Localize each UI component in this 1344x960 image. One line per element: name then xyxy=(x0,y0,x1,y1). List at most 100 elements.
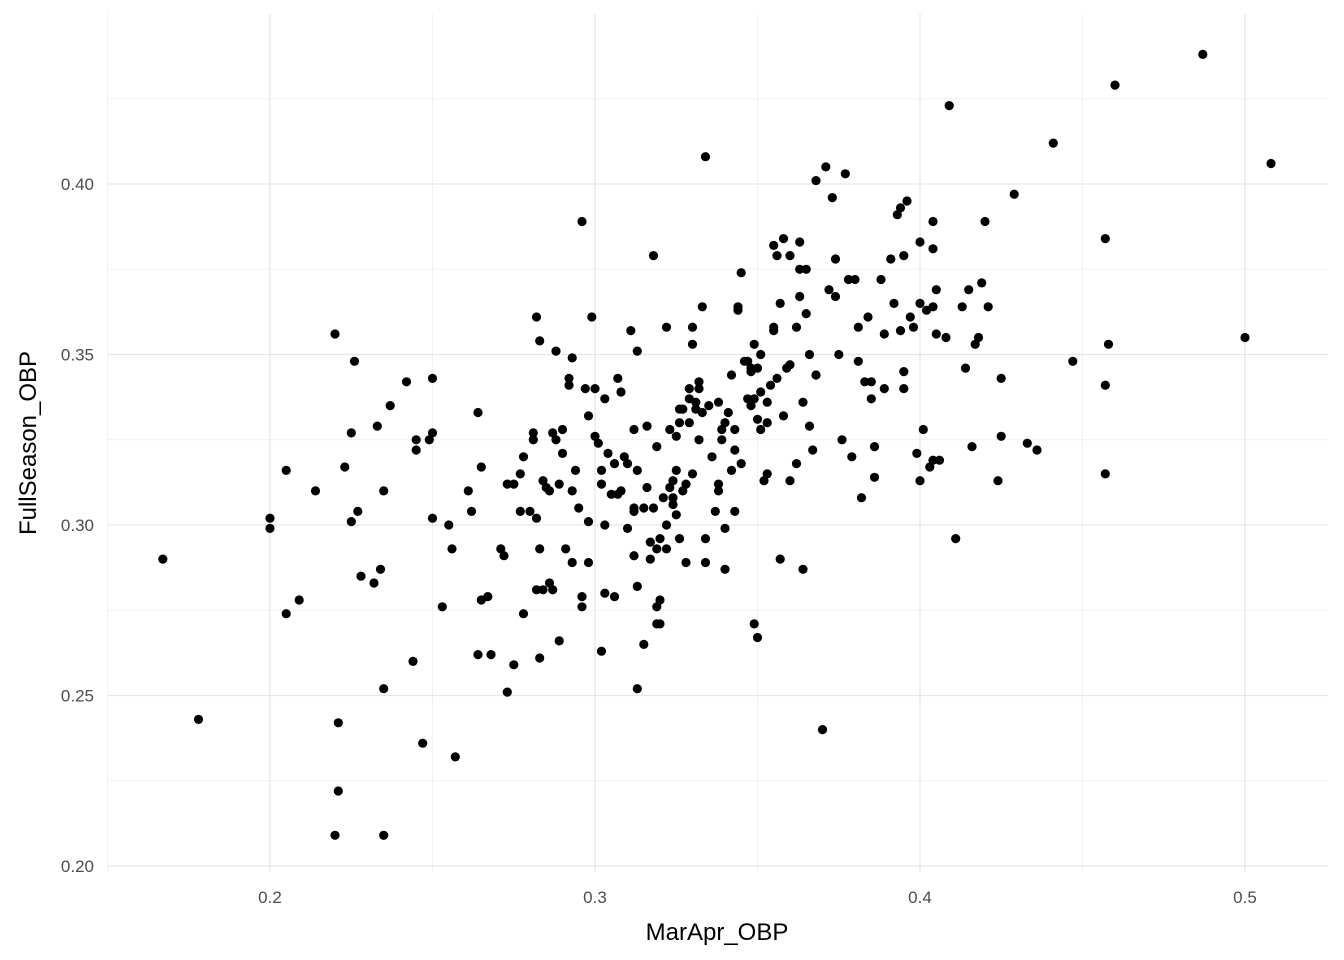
scatter-point xyxy=(1266,158,1276,169)
scatter-point xyxy=(531,312,542,322)
scatter-point xyxy=(915,476,925,486)
scatter-point xyxy=(811,176,821,186)
scatter-point xyxy=(427,373,438,383)
scatter-point xyxy=(749,619,759,629)
data-points xyxy=(158,49,1276,840)
scatter-point xyxy=(502,479,512,489)
scatter-point xyxy=(583,557,594,568)
scatter-point xyxy=(899,251,909,261)
scatter-point xyxy=(804,421,815,431)
scatter-point xyxy=(346,517,356,527)
scatter-point xyxy=(583,517,594,527)
scatter-point xyxy=(616,486,626,496)
scatter-point xyxy=(158,554,168,564)
scatter-point xyxy=(642,421,652,431)
scatter-point xyxy=(535,544,545,554)
scatter-point xyxy=(349,356,360,366)
scatter-point xyxy=(668,499,678,510)
scatter-point xyxy=(340,462,350,472)
scatter-point xyxy=(1198,49,1208,60)
scatter-point xyxy=(535,653,545,663)
x-tick-label: 0.4 xyxy=(908,888,932,907)
scatter-point xyxy=(795,264,805,274)
scatter-point xyxy=(694,377,704,387)
scatter-point xyxy=(590,384,600,394)
scatter-point xyxy=(265,523,275,534)
scatter-point xyxy=(879,384,889,394)
scatter-point xyxy=(515,469,525,479)
scatter-point xyxy=(843,274,854,285)
scatter-point xyxy=(622,523,633,534)
scatter-point xyxy=(632,581,642,592)
scatter-point xyxy=(905,312,915,322)
x-tick-label: 0.5 xyxy=(1233,888,1257,907)
scatter-point xyxy=(993,476,1003,486)
scatter-point xyxy=(652,442,662,452)
scatter-point xyxy=(752,632,763,643)
scatter-point xyxy=(310,486,321,496)
scatter-point xyxy=(652,544,662,554)
scatter-point xyxy=(567,353,577,363)
scatter-point xyxy=(1022,438,1032,448)
scatter-point xyxy=(886,254,896,264)
scatter-point xyxy=(515,506,525,516)
y-tick-labels: 0.20 0.25 0.30 0.35 0.40 xyxy=(61,175,94,876)
scatter-point xyxy=(756,349,766,360)
x-axis-title: MarApr_OBP xyxy=(646,919,789,946)
scatter-point xyxy=(444,520,454,530)
scatter-point xyxy=(437,602,447,612)
scatter-point xyxy=(951,534,961,544)
scatter-point xyxy=(730,506,740,516)
scatter-point xyxy=(895,203,906,213)
scatter-point xyxy=(613,373,623,383)
scatter-point xyxy=(960,363,971,373)
scatter-point xyxy=(557,448,568,458)
scatter-point xyxy=(655,534,665,544)
scatter-point xyxy=(847,452,857,462)
scatter-point xyxy=(687,339,698,349)
scatter-point xyxy=(629,551,639,561)
scatter-point xyxy=(762,469,772,479)
y-tick-label: 0.20 xyxy=(61,857,94,876)
scatter-point xyxy=(281,609,291,619)
scatter-point xyxy=(726,465,737,475)
scatter-point xyxy=(551,346,561,356)
scatter-point xyxy=(476,462,486,472)
scatter-point xyxy=(964,285,974,295)
scatter-point xyxy=(720,523,730,534)
scatter-point xyxy=(730,445,740,455)
scatter-point xyxy=(333,718,343,728)
scatter-point xyxy=(756,424,766,435)
scatter-point xyxy=(798,564,808,574)
scatter-point xyxy=(632,465,642,475)
y-tick-label: 0.35 xyxy=(61,346,94,365)
scatter-point xyxy=(375,564,386,574)
scatter-point xyxy=(928,216,938,227)
scatter-point xyxy=(671,431,681,441)
scatter-point xyxy=(957,302,967,312)
scatter-point xyxy=(401,377,412,387)
scatter-point xyxy=(713,397,724,407)
scatter-point xyxy=(574,503,584,513)
scatter-point xyxy=(580,384,590,394)
scatter-point xyxy=(931,329,941,339)
scatter-point xyxy=(762,397,772,407)
scatter-point xyxy=(944,101,954,111)
scatter-point xyxy=(752,363,763,373)
scatter-point xyxy=(684,384,694,394)
scatter-point xyxy=(590,431,600,441)
scatter-point xyxy=(333,786,343,796)
scatter-point xyxy=(743,356,753,366)
scatter-point xyxy=(551,435,561,445)
scatter-point xyxy=(801,309,811,319)
scatter-point xyxy=(837,435,847,445)
scatter-point xyxy=(928,302,938,312)
scatter-point xyxy=(626,326,636,336)
scatter-point xyxy=(730,424,740,435)
scatter-point xyxy=(908,322,919,332)
scatter-point xyxy=(1100,234,1110,244)
scatter-point xyxy=(668,493,678,503)
scatter-point xyxy=(860,377,870,387)
scatter-point xyxy=(450,752,460,762)
